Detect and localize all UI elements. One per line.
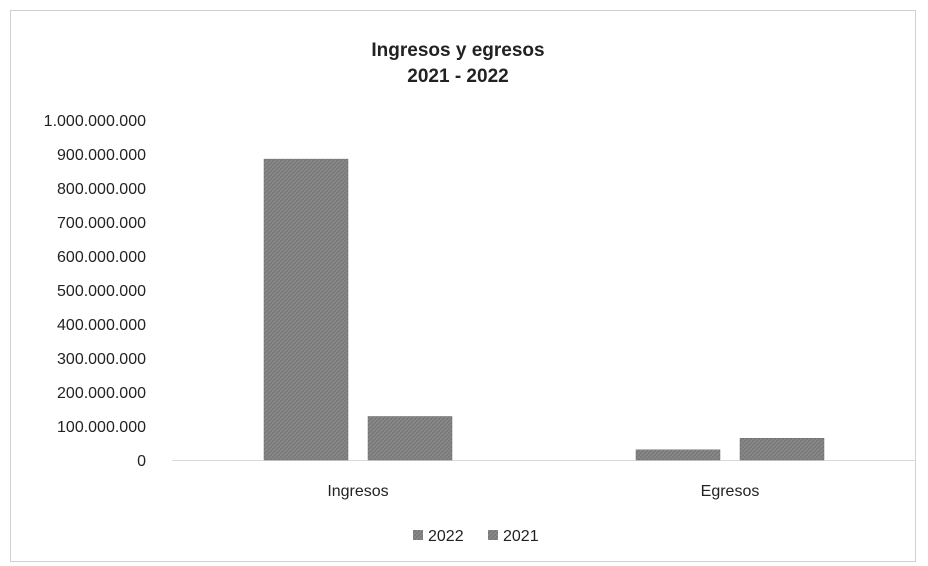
y-tick-label: 700.000.000 bbox=[57, 215, 146, 232]
y-tick-label: 100.000.000 bbox=[57, 419, 146, 436]
bar-2021-ingresos bbox=[367, 416, 453, 461]
bar-2021-egresos bbox=[739, 437, 825, 461]
bar-2022-ingresos bbox=[263, 158, 349, 461]
chart-title: Ingresos y egresos bbox=[371, 40, 544, 61]
y-tick-label: 800.000.000 bbox=[57, 181, 146, 198]
x-category-label: Egresos bbox=[701, 483, 760, 500]
chart-subtitle: 2021 - 2022 bbox=[407, 66, 508, 87]
y-tick-label: 500.000.000 bbox=[57, 283, 146, 300]
y-tick-label: 200.000.000 bbox=[57, 385, 146, 402]
legend-label: 2022 bbox=[428, 528, 464, 545]
x-axis: Ingresos Egresos bbox=[327, 483, 759, 500]
legend: 2022 2021 bbox=[413, 528, 539, 545]
legend-label: 2021 bbox=[503, 528, 539, 545]
y-tick-label: 600.000.000 bbox=[57, 249, 146, 266]
x-category-label: Ingresos bbox=[327, 483, 388, 500]
bar-2022-egresos bbox=[635, 449, 721, 461]
chart-frame bbox=[10, 10, 916, 562]
legend-swatch-2022 bbox=[413, 530, 423, 540]
y-axis: 0 100.000.000 200.000.000 300.000.000 400.00… bbox=[44, 113, 146, 470]
y-tick-label: 1.000.000.000 bbox=[44, 113, 146, 130]
bars-group bbox=[263, 158, 825, 461]
y-tick-label: 0 bbox=[137, 453, 146, 470]
y-tick-label: 900.000.000 bbox=[57, 147, 146, 164]
legend-swatch-2021 bbox=[488, 530, 498, 540]
y-tick-label: 300.000.000 bbox=[57, 351, 146, 368]
y-tick-label: 400.000.000 bbox=[57, 317, 146, 334]
